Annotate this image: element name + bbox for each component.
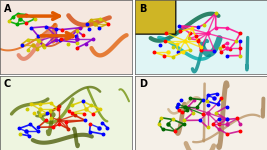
Text: D: D (139, 80, 147, 89)
Text: A: A (4, 4, 11, 14)
Text: B: B (139, 4, 146, 14)
FancyBboxPatch shape (134, 0, 176, 34)
Text: C: C (4, 80, 11, 89)
